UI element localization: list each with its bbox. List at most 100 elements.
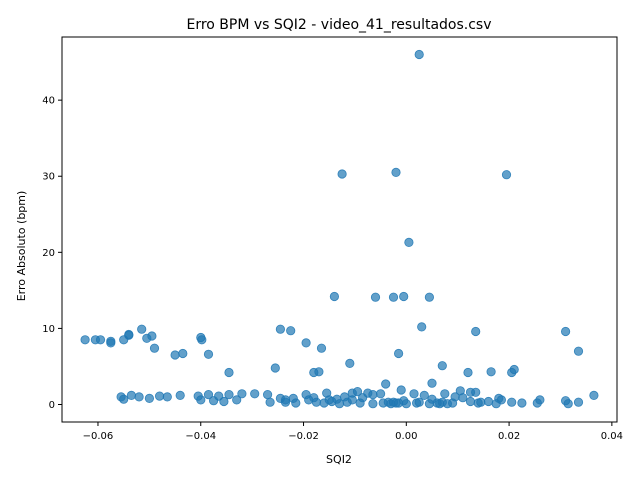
scatter-point — [304, 395, 314, 405]
scatter-point — [301, 338, 311, 348]
scatter-point — [471, 326, 481, 337]
scatter-point — [501, 170, 512, 180]
scatter-point — [368, 389, 378, 400]
scatter-point — [401, 399, 411, 409]
scatter-point — [388, 397, 399, 407]
scatter-point — [80, 335, 90, 345]
x-tick-label: 0.00 — [395, 431, 417, 442]
scatter-point — [311, 397, 321, 407]
scatter-point — [427, 378, 437, 388]
scatter-point — [155, 391, 165, 401]
y-tick-label: 0 — [49, 400, 55, 411]
scatter-point — [486, 367, 496, 377]
scatter-point — [419, 390, 429, 400]
scatter-point — [224, 389, 234, 400]
scatter-point — [197, 335, 207, 345]
scatter-point — [409, 389, 419, 399]
scatter-point — [175, 390, 185, 400]
scatter-point — [393, 348, 404, 359]
scatter-point — [149, 343, 160, 353]
scatter-point — [440, 389, 450, 399]
scatter-point — [471, 387, 481, 397]
scatter-point — [275, 324, 285, 334]
scatter-point — [126, 390, 136, 400]
scatter-point — [370, 292, 381, 302]
scatter-point — [375, 389, 386, 399]
scatter-point — [119, 394, 129, 404]
x-tick-label: −0.04 — [185, 431, 216, 442]
scatter-point — [232, 395, 242, 405]
scatter-point — [196, 395, 206, 405]
scatter-point — [573, 346, 584, 356]
plot-frame — [61, 36, 618, 423]
scatter-point — [262, 389, 273, 400]
scatter-point — [347, 395, 357, 405]
y-tick-label: 20 — [42, 248, 55, 259]
scatter-point — [458, 393, 468, 403]
y-tick-label: 40 — [42, 96, 55, 107]
scatter-point — [560, 326, 571, 337]
scatter-point — [532, 398, 542, 408]
scatter-point — [280, 397, 291, 407]
scatter-point — [134, 392, 144, 402]
scatter-point — [324, 395, 334, 405]
scatter-point — [417, 322, 427, 332]
scatter-point — [203, 389, 214, 400]
scatter-point — [437, 361, 447, 371]
scatter-point — [219, 396, 229, 407]
x-tick-label: 0.04 — [601, 431, 623, 442]
scatter-point — [224, 367, 234, 378]
scatter-point — [563, 399, 573, 409]
y-axis: 0 10 20 30 40 — [42, 96, 62, 411]
scatter-point — [368, 399, 378, 409]
scatter-point — [424, 292, 434, 302]
scatter-point — [435, 399, 445, 409]
scatter-point — [517, 398, 527, 408]
scatter-point — [476, 397, 486, 407]
scatter-point — [329, 291, 339, 302]
scatter-point — [209, 396, 219, 406]
scatter-point — [142, 333, 152, 343]
scatter-point — [396, 385, 406, 395]
scatter-point — [106, 338, 116, 348]
scatter-point — [352, 386, 363, 397]
scatter-point — [442, 399, 452, 409]
scatter-point — [178, 348, 188, 359]
scatter-point — [465, 396, 476, 407]
scatter-point — [334, 399, 345, 409]
x-tick-label: 0.02 — [498, 431, 520, 442]
scatter-point — [291, 398, 301, 408]
scatter-point — [399, 291, 409, 302]
scatter-point — [137, 324, 147, 334]
y-tick-label: 30 — [42, 172, 55, 183]
scatter-point — [424, 399, 434, 409]
y-axis-label: Erro Absoluto (bpm) — [15, 191, 28, 302]
scatter-point — [381, 379, 391, 389]
x-axis-label: SQI2 — [326, 453, 352, 466]
points-layer — [80, 49, 599, 409]
scatter-point — [573, 397, 584, 407]
scatter-point — [95, 335, 106, 345]
scatter-point — [203, 349, 214, 359]
scatter-point — [450, 392, 460, 402]
scatter-point — [337, 169, 347, 179]
scatter-point — [250, 389, 260, 399]
scatter-point — [414, 397, 424, 407]
scatter-point — [355, 398, 365, 408]
scatter-point — [144, 393, 154, 403]
chart-title: Erro BPM vs SQI2 - video_41_resultados.c… — [186, 17, 491, 33]
scatter-point — [237, 389, 247, 399]
scatter-point — [388, 292, 399, 302]
x-axis: −0.06 −0.04 −0.02 0.00 0.02 0.04 — [83, 422, 623, 442]
scatter-point — [378, 398, 388, 408]
scatter-point — [463, 367, 473, 378]
y-tick-label: 10 — [42, 324, 55, 335]
scatter-point — [391, 167, 401, 177]
scatter-point — [119, 335, 129, 345]
scatter-point — [507, 397, 517, 407]
scatter-point — [270, 363, 280, 373]
scatter-point — [507, 367, 517, 378]
scatter-point — [589, 390, 599, 400]
